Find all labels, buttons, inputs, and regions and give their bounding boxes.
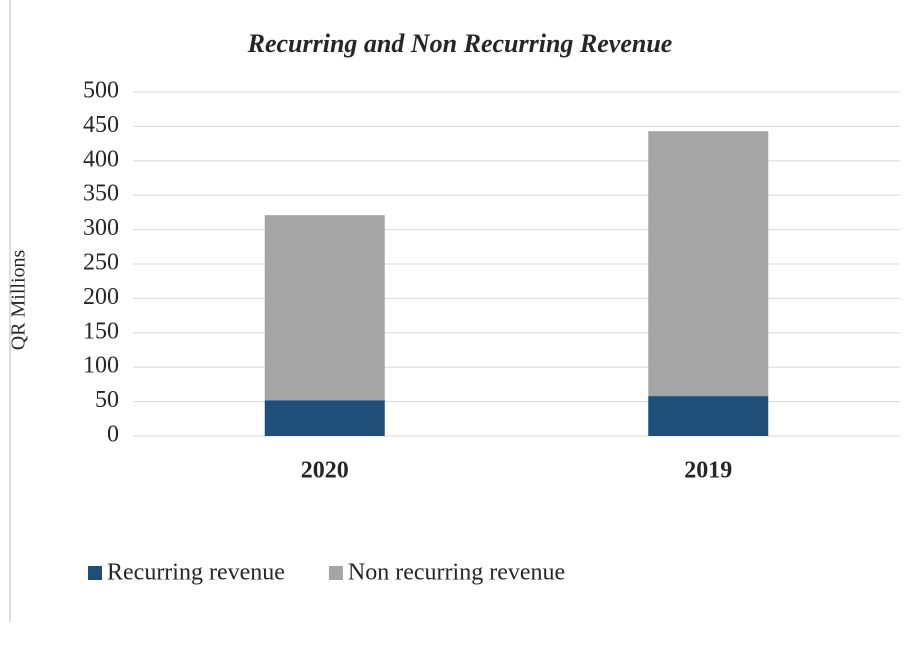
- x-tick-label: 2019: [684, 458, 732, 484]
- x-tick-label: 2020: [301, 458, 349, 484]
- y-tick-label: 500: [83, 78, 119, 104]
- y-tick-label: 100: [83, 353, 119, 379]
- y-axis-label: QR Millions: [8, 249, 30, 350]
- y-tick-label: 400: [83, 146, 119, 172]
- legend-label: Non recurring revenue: [348, 560, 565, 586]
- y-tick-label: 50: [95, 387, 119, 413]
- bar-segment: [264, 400, 385, 436]
- y-tick-label: 200: [83, 284, 119, 310]
- y-tick-label: 0: [107, 422, 119, 448]
- y-tick-label: 250: [83, 250, 119, 276]
- legend-swatch: [328, 566, 343, 580]
- bar-segment: [648, 396, 769, 436]
- legend-label: Recurring revenue: [107, 560, 285, 586]
- bar-segment: [648, 131, 769, 397]
- y-tick-label: 350: [83, 181, 119, 207]
- y-tick-label: 150: [83, 318, 119, 344]
- chart-title: Recurring and Non Recurring Revenue: [247, 29, 673, 58]
- bar-segment: [264, 215, 385, 401]
- y-tick-label: 300: [83, 215, 119, 241]
- legend-swatch: [88, 566, 102, 580]
- y-tick-label: 450: [83, 112, 119, 138]
